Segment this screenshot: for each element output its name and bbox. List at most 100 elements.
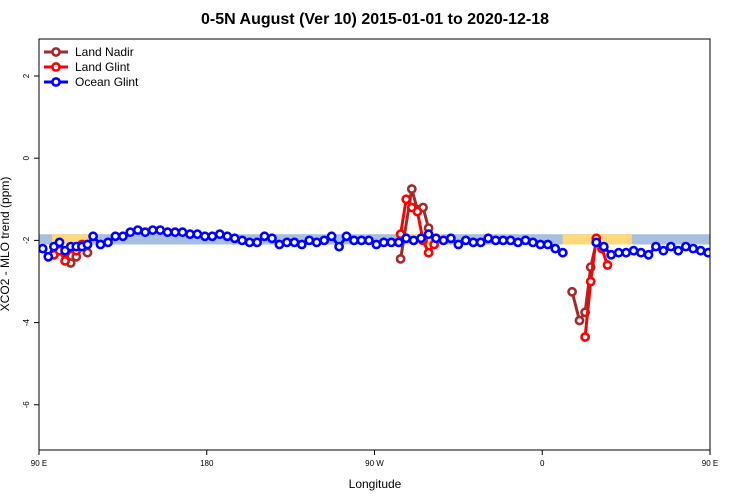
data-point <box>39 243 48 254</box>
y-tick-label: -6 <box>22 401 31 409</box>
data-point <box>252 237 262 248</box>
data-point <box>110 231 121 242</box>
data-point <box>267 233 277 244</box>
data-point <box>505 235 516 246</box>
legend-item-land-glint: Land Glint <box>44 60 130 74</box>
data-point <box>528 237 538 248</box>
data-point <box>602 260 613 270</box>
x-tick-label: 0 <box>540 459 545 468</box>
data-point <box>498 235 508 246</box>
data-point <box>274 239 285 250</box>
legend-label: Ocean Glint <box>75 75 139 89</box>
x-axis-label: Longitude <box>349 477 402 491</box>
data-point <box>244 237 255 248</box>
series-land-glint <box>49 194 613 342</box>
y-tick-label: -4 <box>22 318 31 326</box>
data-point <box>423 247 434 258</box>
data-point <box>118 231 128 242</box>
data-point <box>229 233 240 244</box>
legend-label: Land Nadir <box>75 45 134 59</box>
data-point <box>43 251 54 262</box>
data-point <box>311 237 322 248</box>
y-tick-label: 2 <box>22 73 31 78</box>
y-axis-label: XCO2 - MLO trend (ppm) <box>0 177 12 312</box>
legend-marker <box>51 47 61 57</box>
legend-item-ocean-glint: Ocean Glint <box>44 75 139 89</box>
data-point <box>54 237 65 248</box>
data-point <box>666 241 676 252</box>
data-point <box>712 245 719 252</box>
data-point <box>192 229 203 240</box>
reference-band <box>39 234 710 245</box>
data-point <box>95 239 106 250</box>
data-point <box>734 241 741 248</box>
legend-marker <box>51 77 61 87</box>
x-tick-label: 180 <box>200 459 214 468</box>
data-point <box>103 237 113 248</box>
data-point <box>222 231 233 242</box>
data-point <box>406 184 417 194</box>
data-point <box>567 286 577 297</box>
data-point <box>296 239 307 250</box>
data-point <box>520 235 531 246</box>
series-ocean-glint <box>39 225 741 262</box>
legend-item-land-nadir: Land Nadir <box>44 45 134 59</box>
data-point <box>349 235 359 246</box>
data-point <box>423 229 434 240</box>
data-point <box>719 237 726 244</box>
data-point <box>673 245 684 256</box>
data-point <box>378 237 389 248</box>
data-point <box>651 241 661 252</box>
data-point <box>334 241 344 252</box>
data-point <box>304 235 315 246</box>
data-point <box>453 239 464 250</box>
y-tick-label: 0 <box>22 155 31 160</box>
data-point <box>431 233 441 244</box>
data-point <box>628 245 639 256</box>
data-point <box>401 194 412 205</box>
data-point <box>82 239 93 250</box>
data-point <box>574 315 585 326</box>
data-point <box>585 276 596 287</box>
data-point <box>688 243 699 254</box>
data-point <box>695 245 706 256</box>
data-point <box>259 231 270 242</box>
data-point <box>727 245 734 252</box>
data-point <box>513 237 523 248</box>
data-point <box>557 247 568 258</box>
data-point <box>542 239 553 250</box>
data-point <box>281 237 292 248</box>
legend-label: Land Glint <box>75 60 130 74</box>
data-point <box>636 247 646 258</box>
data-point <box>460 235 471 246</box>
data-point <box>621 247 631 258</box>
land-band-segment <box>52 234 92 245</box>
data-point <box>147 225 158 235</box>
data-point <box>703 247 710 258</box>
x-tick-label: 90 E <box>702 459 718 468</box>
data-point <box>237 235 248 246</box>
data-point <box>598 241 609 252</box>
x-axis: 90 E 180 90 W 0 90 E <box>31 450 718 468</box>
data-point <box>475 237 486 248</box>
legend-marker <box>51 62 61 72</box>
data-point <box>445 233 456 244</box>
data-point <box>393 237 404 248</box>
data-point <box>125 227 136 238</box>
data-point <box>680 241 691 252</box>
data-point <box>483 233 494 244</box>
data-point <box>643 249 654 260</box>
data-point <box>162 227 173 238</box>
data-point <box>395 253 406 264</box>
data-point <box>408 235 419 246</box>
data-point <box>580 332 590 342</box>
data-point <box>177 227 188 238</box>
data-point <box>319 235 330 246</box>
data-point <box>363 235 374 246</box>
data-point <box>140 227 151 238</box>
x-tick-label: 90 W <box>365 459 384 468</box>
data-point <box>412 206 423 217</box>
data-point <box>658 245 669 256</box>
